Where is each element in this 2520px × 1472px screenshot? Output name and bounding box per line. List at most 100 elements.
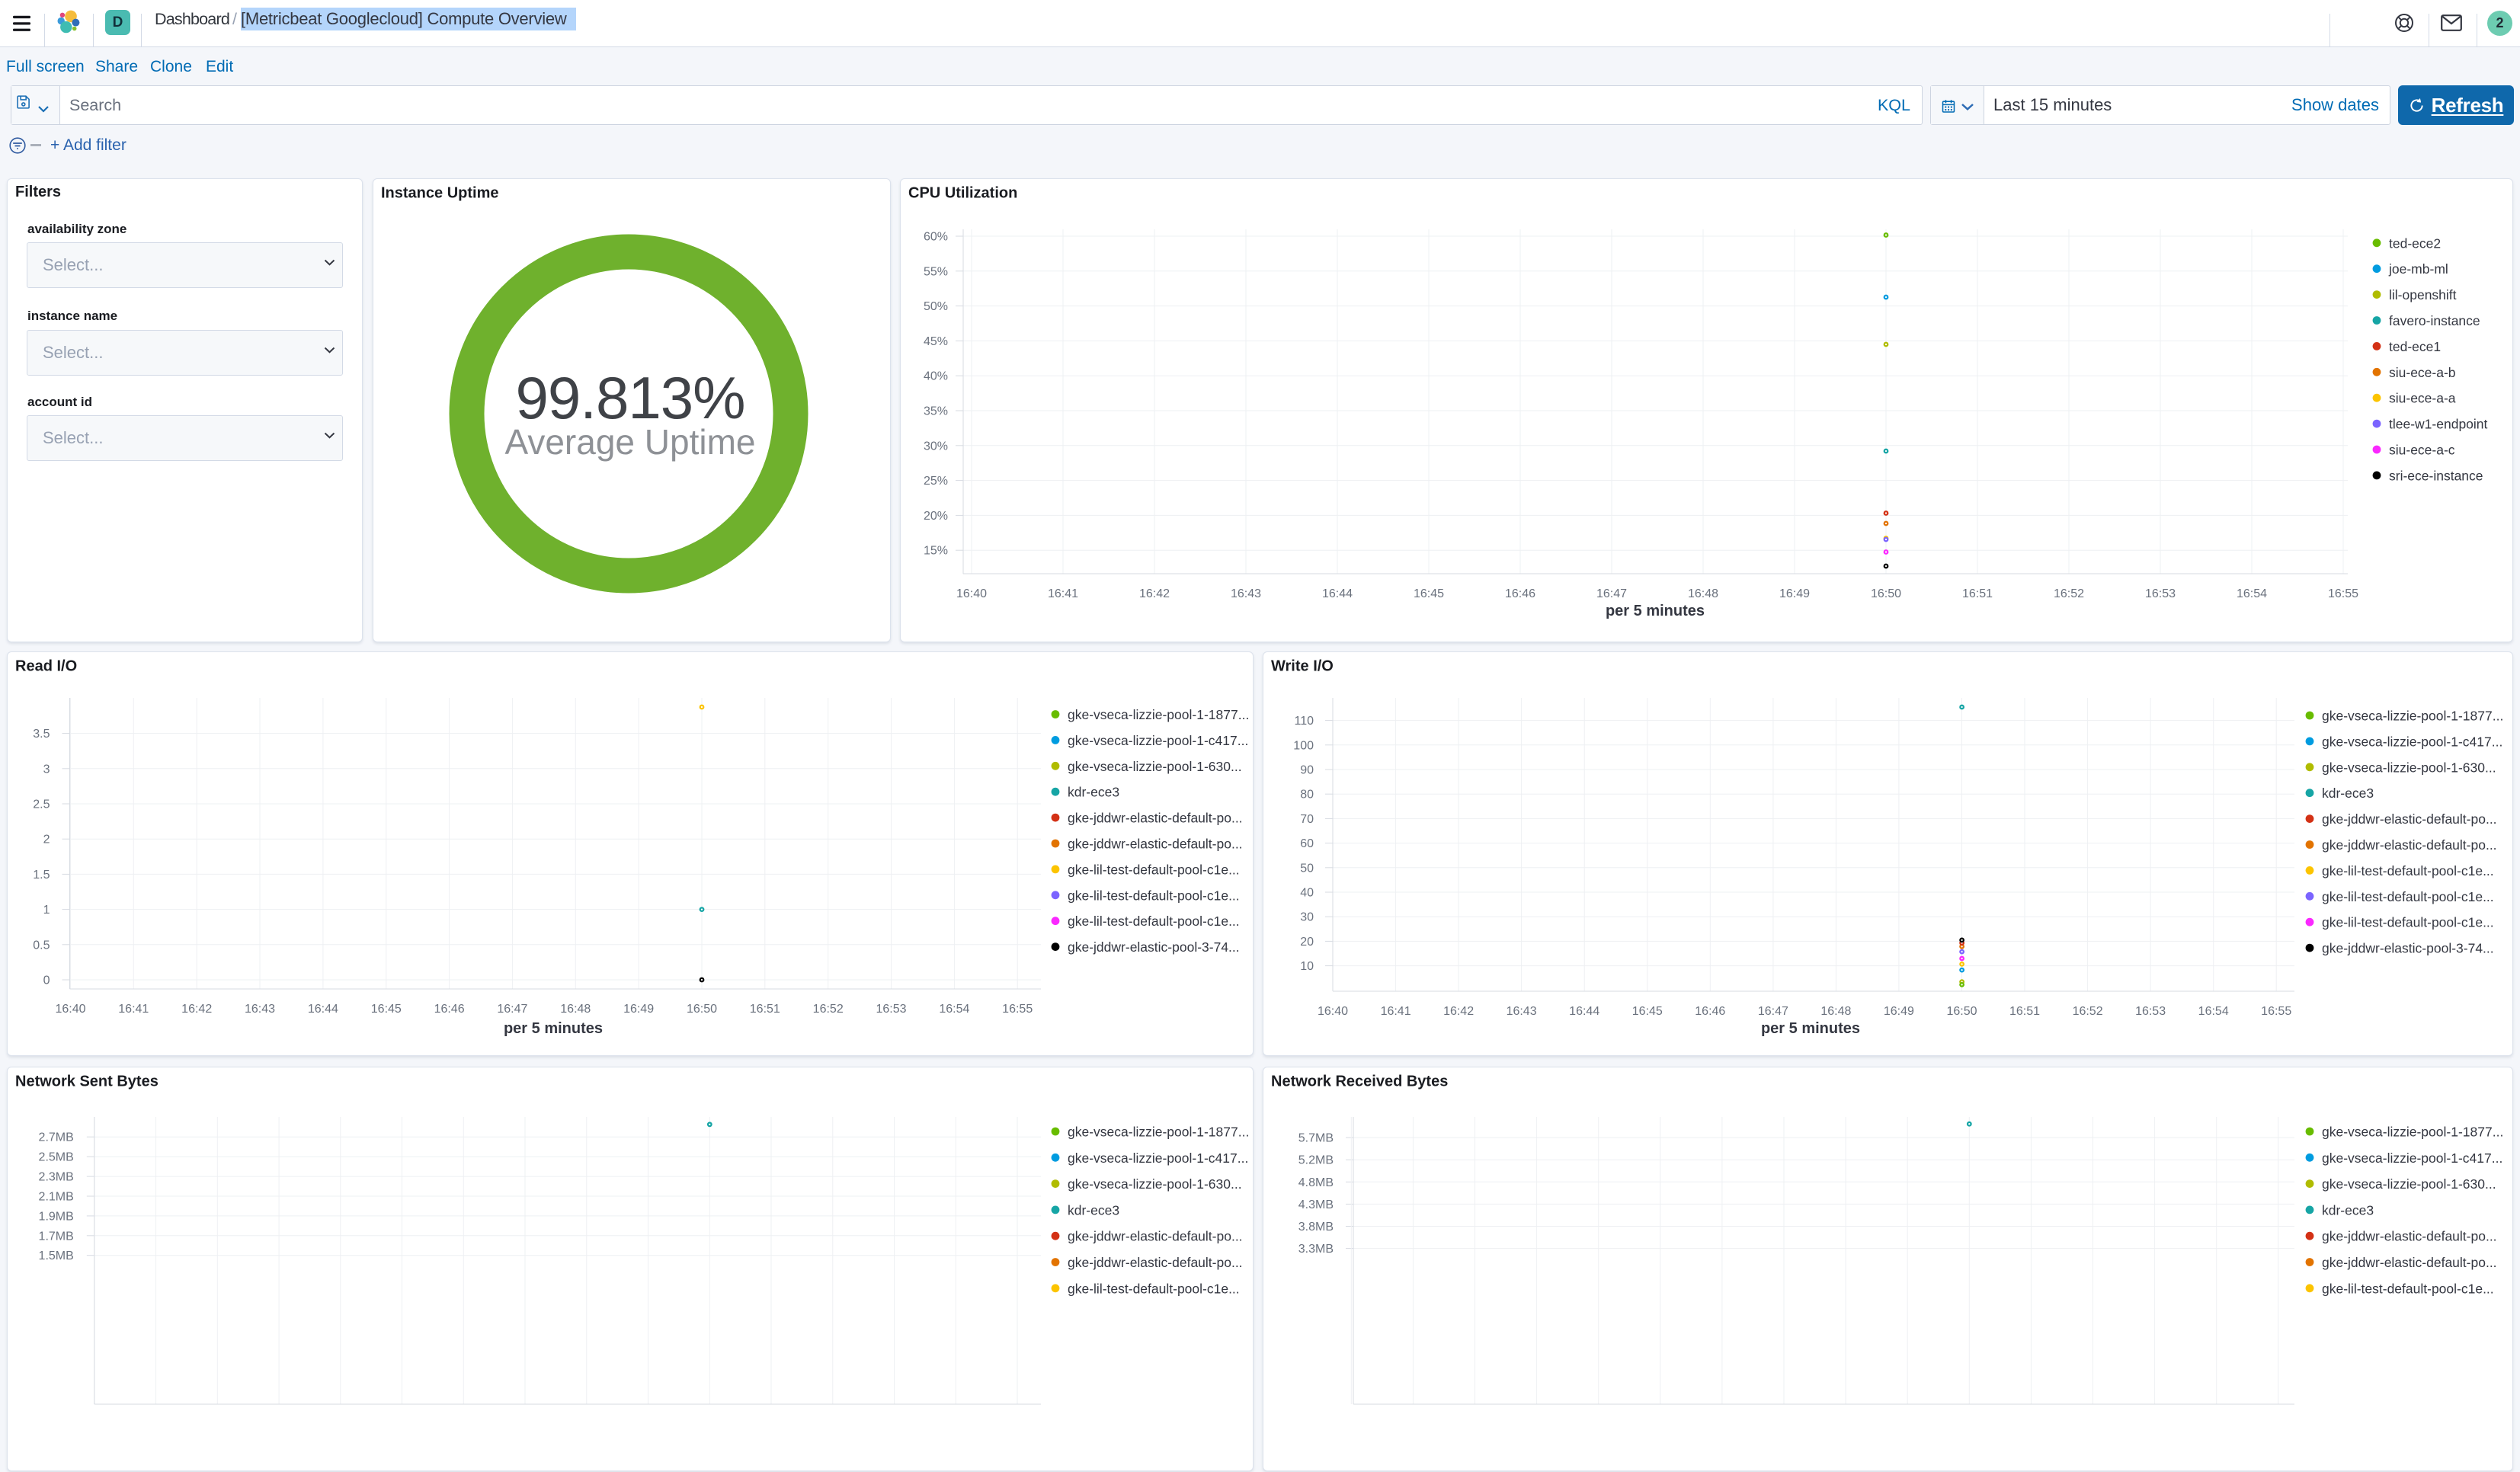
svg-text:16:52: 16:52 [2073, 1005, 2103, 1018]
svg-text:110: 110 [1294, 715, 1314, 728]
svg-text:gke-vseca-lizzie-pool-1-630...: gke-vseca-lizzie-pool-1-630... [2322, 1176, 2496, 1192]
svg-text:16:44: 16:44 [308, 1003, 338, 1016]
svg-text:16:42: 16:42 [181, 1003, 212, 1016]
svg-text:16:41: 16:41 [118, 1003, 149, 1016]
svg-text:gke-jddwr-elastic-default-po..: gke-jddwr-elastic-default-po... [2322, 811, 2497, 827]
svg-text:40: 40 [1300, 887, 1314, 900]
svg-text:gke-lil-test-default-pool-c1e.: gke-lil-test-default-pool-c1e... [1068, 914, 1240, 929]
svg-text:16:46: 16:46 [1695, 1005, 1725, 1018]
svg-text:Average Uptime: Average Uptime [505, 422, 756, 462]
svg-text:50%: 50% [924, 300, 948, 313]
svg-text:55%: 55% [924, 265, 948, 278]
svg-text:gke-vseca-lizzie-pool-1-1877..: gke-vseca-lizzie-pool-1-1877... [1068, 707, 1249, 722]
svg-text:16:50: 16:50 [1871, 587, 1901, 600]
svg-text:16:41: 16:41 [1381, 1005, 1411, 1018]
svg-text:16:54: 16:54 [2198, 1005, 2229, 1018]
svg-text:60: 60 [1300, 837, 1314, 850]
svg-text:Network Sent Bytes: Network Sent Bytes [15, 1074, 159, 1090]
svg-text:gke-jddwr-elastic-default-po..: gke-jddwr-elastic-default-po... [2322, 1255, 2497, 1270]
svg-text:16:47: 16:47 [1758, 1005, 1788, 1018]
svg-text:gke-jddwr-elastic-default-po..: gke-jddwr-elastic-default-po... [1068, 811, 1243, 826]
svg-text:16:46: 16:46 [1505, 587, 1535, 600]
svg-text:16:49: 16:49 [1779, 587, 1810, 600]
svg-text:Write I/O: Write I/O [1271, 658, 1334, 675]
svg-text:tlee-w1-endpoint: tlee-w1-endpoint [2389, 417, 2488, 432]
svg-text:gke-lil-test-default-pool-c1e.: gke-lil-test-default-pool-c1e... [2322, 889, 2494, 904]
svg-text:Network Received Bytes: Network Received Bytes [1271, 1074, 1448, 1090]
svg-text:16:45: 16:45 [371, 1003, 402, 1016]
svg-text:16:42: 16:42 [1139, 587, 1170, 600]
svg-text:16:51: 16:51 [1962, 587, 1993, 600]
svg-text:gke-jddwr-elastic-default-po..: gke-jddwr-elastic-default-po... [1068, 1229, 1243, 1244]
svg-text:16:47: 16:47 [1596, 587, 1627, 600]
svg-text:gke-jddwr-elastic-default-po..: gke-jddwr-elastic-default-po... [2322, 1229, 2497, 1244]
svg-text:2.5: 2.5 [33, 798, 50, 811]
svg-text:16:43: 16:43 [1507, 1005, 1537, 1018]
svg-text:15%: 15% [924, 545, 948, 558]
svg-text:gke-vseca-lizzie-pool-1-c417..: gke-vseca-lizzie-pool-1-c417... [1068, 1150, 1248, 1166]
svg-text:25%: 25% [924, 475, 948, 488]
svg-text:5.2MB: 5.2MB [1298, 1154, 1334, 1167]
svg-text:16:48: 16:48 [1688, 587, 1718, 600]
svg-text:16:52: 16:52 [813, 1003, 844, 1016]
svg-text:gke-vseca-lizzie-pool-1-c417..: gke-vseca-lizzie-pool-1-c417... [2322, 734, 2502, 749]
svg-text:2: 2 [43, 834, 50, 846]
svg-text:siu-ece-a-b: siu-ece-a-b [2389, 365, 2456, 380]
svg-text:16:53: 16:53 [876, 1003, 906, 1016]
svg-text:16:53: 16:53 [2135, 1005, 2166, 1018]
svg-text:16:44: 16:44 [1322, 587, 1353, 600]
svg-text:4.8MB: 4.8MB [1298, 1176, 1334, 1189]
svg-text:kdr-ece3: kdr-ece3 [1068, 1202, 1119, 1218]
svg-text:16:54: 16:54 [2237, 587, 2267, 600]
svg-text:joe-mb-ml: joe-mb-ml [2388, 261, 2448, 277]
svg-text:16:45: 16:45 [1414, 587, 1444, 600]
svg-text:per 5 minutes: per 5 minutes [504, 1020, 603, 1037]
svg-text:gke-vseca-lizzie-pool-1-630...: gke-vseca-lizzie-pool-1-630... [2322, 760, 2496, 775]
svg-text:gke-vseca-lizzie-pool-1-630...: gke-vseca-lizzie-pool-1-630... [1068, 759, 1242, 774]
svg-text:16:43: 16:43 [245, 1003, 275, 1016]
svg-text:20%: 20% [924, 510, 948, 523]
svg-text:0.5: 0.5 [33, 939, 50, 952]
svg-text:50: 50 [1300, 862, 1314, 875]
svg-text:1: 1 [43, 904, 50, 917]
svg-text:16:45: 16:45 [1632, 1005, 1663, 1018]
svg-text:16:55: 16:55 [2261, 1005, 2291, 1018]
svg-text:favero-instance: favero-instance [2389, 313, 2480, 328]
svg-text:gke-vseca-lizzie-pool-1-1877..: gke-vseca-lizzie-pool-1-1877... [2322, 709, 2503, 724]
svg-text:16:40: 16:40 [956, 587, 987, 600]
svg-text:16:44: 16:44 [1569, 1005, 1599, 1018]
svg-text:sri-ece-instance: sri-ece-instance [2389, 468, 2483, 483]
svg-text:1.9MB: 1.9MB [39, 1210, 74, 1223]
svg-text:3.3MB: 3.3MB [1298, 1243, 1334, 1256]
svg-text:gke-jddwr-elastic-default-po..: gke-jddwr-elastic-default-po... [1068, 1255, 1243, 1270]
svg-text:16:49: 16:49 [1884, 1005, 1914, 1018]
svg-text:0: 0 [43, 974, 50, 987]
svg-text:siu-ece-a-a: siu-ece-a-a [2389, 391, 2456, 406]
svg-text:siu-ece-a-c: siu-ece-a-c [2389, 443, 2455, 458]
svg-text:100: 100 [1293, 739, 1314, 752]
svg-text:CPU Utilization: CPU Utilization [908, 185, 1017, 202]
svg-text:16:40: 16:40 [55, 1003, 85, 1016]
svg-text:30%: 30% [924, 440, 948, 453]
svg-text:16:48: 16:48 [560, 1003, 591, 1016]
svg-text:16:41: 16:41 [1048, 587, 1078, 600]
svg-text:16:50: 16:50 [687, 1003, 717, 1016]
svg-text:16:54: 16:54 [939, 1003, 969, 1016]
svg-text:gke-lil-test-default-pool-c1e.: gke-lil-test-default-pool-c1e... [2322, 863, 2494, 878]
svg-text:70: 70 [1300, 813, 1314, 826]
svg-text:1.7MB: 1.7MB [39, 1230, 74, 1243]
svg-text:16:42: 16:42 [1443, 1005, 1474, 1018]
svg-text:2.7MB: 2.7MB [39, 1131, 74, 1144]
svg-text:16:52: 16:52 [2054, 587, 2084, 600]
svg-text:4.3MB: 4.3MB [1298, 1198, 1334, 1211]
svg-text:gke-lil-test-default-pool-c1e.: gke-lil-test-default-pool-c1e... [1068, 862, 1240, 877]
svg-text:gke-jddwr-elastic-default-po..: gke-jddwr-elastic-default-po... [1068, 837, 1243, 852]
svg-text:2.5MB: 2.5MB [39, 1151, 74, 1164]
svg-text:16:50: 16:50 [1946, 1005, 1977, 1018]
svg-text:2.1MB: 2.1MB [39, 1191, 74, 1204]
svg-text:gke-lil-test-default-pool-c1e.: gke-lil-test-default-pool-c1e... [2322, 1281, 2494, 1296]
svg-text:gke-jddwr-elastic-pool-3-74...: gke-jddwr-elastic-pool-3-74... [1068, 939, 1240, 955]
svg-text:16:40: 16:40 [1318, 1005, 1348, 1018]
svg-text:40%: 40% [924, 370, 948, 383]
svg-text:80: 80 [1300, 789, 1314, 802]
